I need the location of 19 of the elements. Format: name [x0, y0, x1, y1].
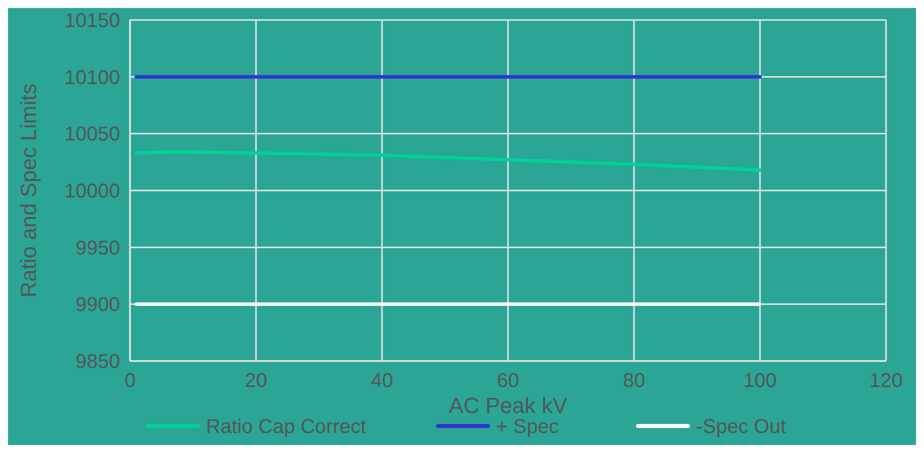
y-tick-label: 10150: [64, 10, 120, 32]
x-tick-label: 80: [622, 370, 646, 392]
x-tick-label: 40: [370, 370, 394, 392]
x-tick-label: 60: [496, 370, 520, 392]
legend-label: -Spec Out: [696, 416, 786, 438]
legend-label: Ratio Cap Correct: [206, 416, 366, 438]
x-tick-label: 120: [869, 370, 903, 392]
x-tick-label: 100: [743, 370, 777, 392]
y-tick-label: 9900: [76, 294, 120, 316]
y-axis-title: Ratio and Spec Limits: [16, 84, 41, 298]
x-tick-label: 20: [244, 370, 268, 392]
legend-label: + Spec: [496, 416, 559, 438]
y-tick-label: 10100: [64, 66, 120, 89]
y-tick-label: 10050: [64, 124, 120, 146]
y-tick-label: 9850: [76, 351, 120, 373]
x-axis-title: AC Peak kV: [448, 393, 568, 418]
x-tick-label: 0: [124, 370, 136, 392]
y-tick-label: 10000: [64, 180, 120, 202]
y-tick-label: 9950: [76, 237, 120, 260]
